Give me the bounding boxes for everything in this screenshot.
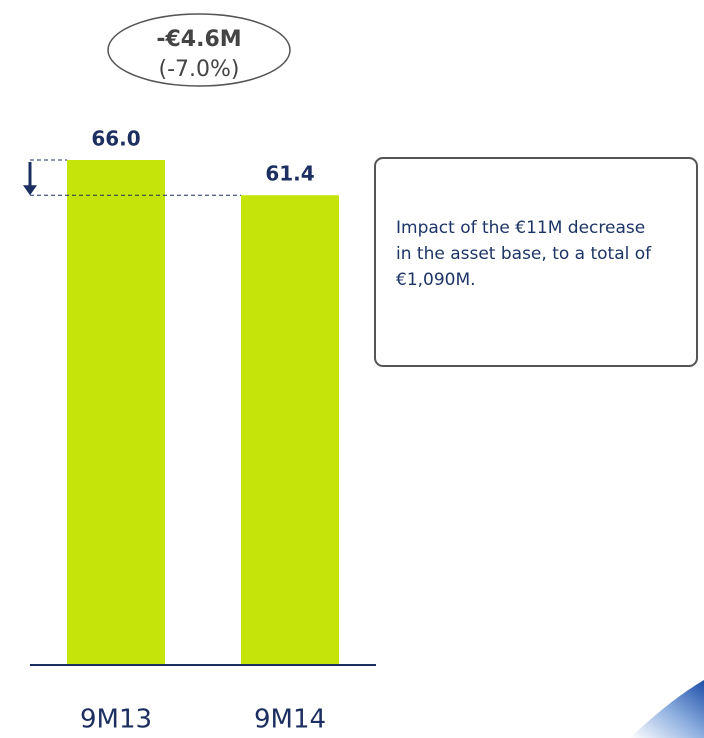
change-percent: (-7.0%) — [159, 57, 240, 82]
change-bubble — [107, 13, 291, 87]
decor-swoosh — [630, 680, 704, 738]
note-box — [374, 157, 698, 367]
x-tick-label: 9M13 — [80, 705, 152, 735]
bar — [241, 195, 339, 666]
change-label: -€4.6M — [156, 27, 241, 52]
value-label: 66.0 — [91, 127, 140, 151]
value-label: 61.4 — [265, 162, 314, 186]
note-container: Impact of the €11M decrease in the asset… — [396, 218, 652, 290]
x-tick-label: 9M14 — [254, 705, 326, 735]
drop-arrowhead — [23, 185, 37, 196]
bar — [67, 160, 165, 665]
note-text: Impact of the €11M decrease in the asset… — [396, 218, 652, 290]
